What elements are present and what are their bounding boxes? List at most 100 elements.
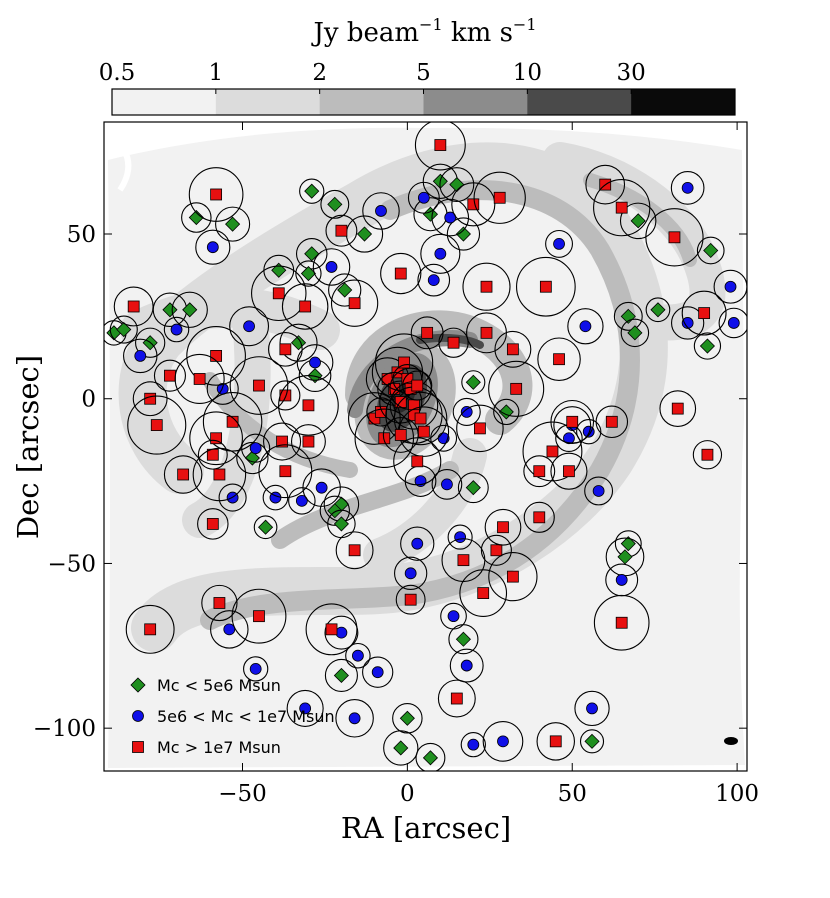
cloud-marker-square — [177, 468, 190, 481]
cloud-ring — [113, 286, 154, 327]
cloud-marker-circle — [586, 702, 598, 715]
colorbar-tick-label: 1 — [209, 60, 224, 86]
cloud-marker-square — [553, 353, 565, 366]
cloud-marker-square — [394, 267, 407, 280]
cloud-ring — [206, 372, 239, 405]
colorbar-segment — [112, 89, 217, 115]
cloud-ring — [461, 370, 486, 395]
x-tick-label: 50 — [558, 781, 587, 807]
cloud-ring — [186, 326, 246, 386]
cloud-ring — [197, 508, 229, 540]
cloud-ring — [345, 642, 371, 669]
cloud-marker-diamond — [630, 213, 646, 229]
cloud-ring — [295, 238, 328, 270]
cloud-marker-square — [398, 356, 410, 369]
cloud-marker-square — [279, 343, 292, 356]
cloud-ring — [305, 603, 358, 656]
cloud-ring — [516, 256, 576, 317]
cloud-ring — [189, 411, 243, 466]
cloud-marker-circle — [295, 494, 308, 507]
cloud-marker-circle — [417, 191, 430, 204]
colorbar-ticks: 0.5 1 2 5 10 30 — [99, 60, 646, 94]
cloud-marker-diamond — [182, 302, 198, 318]
cloud-ring — [488, 551, 538, 602]
cloud-ring — [135, 327, 166, 358]
cloud-ring — [480, 534, 512, 566]
cloud-ring — [324, 658, 358, 693]
colorbar-segment — [527, 89, 632, 115]
y-tick-label: 0 — [81, 387, 96, 413]
cloud-ring — [620, 318, 650, 348]
cloud-ring — [522, 421, 583, 482]
cloud-ring — [181, 202, 212, 233]
cloud-ring — [210, 610, 249, 649]
cloud-marker-square — [615, 616, 628, 629]
cloud-marker-square — [546, 445, 559, 458]
cloud-ring — [537, 337, 581, 381]
cloud-marker-square — [210, 188, 223, 201]
cloud-ring — [279, 323, 318, 362]
cloud-ring — [585, 164, 626, 205]
cloud-ring — [123, 338, 158, 374]
cloud-ring — [414, 122, 466, 171]
cloud-marker-circle — [411, 537, 424, 550]
cloud-marker-square — [150, 419, 163, 431]
cloud-marker-diamond — [703, 242, 719, 259]
cloud-ring — [163, 316, 190, 343]
colorbar-tick-label: 2 — [312, 60, 327, 86]
cloud-marker-square — [447, 336, 460, 349]
cloud-ring — [670, 306, 705, 340]
cloud-ring — [163, 455, 203, 494]
cloud-marker-diamond — [327, 196, 343, 212]
cloud-marker-square — [506, 570, 519, 583]
cloud-marker-square — [302, 399, 315, 412]
cloud-ring — [550, 399, 595, 444]
cloud-ring — [431, 198, 470, 237]
cloud-marker-diamond — [188, 209, 204, 226]
cloud-marker-circle — [404, 567, 417, 580]
cloud-marker-square — [411, 455, 424, 468]
cloud-ring — [473, 171, 526, 224]
cloud-marker-diamond — [337, 282, 353, 298]
colorbar-tick-label: 30 — [617, 60, 646, 86]
cloud-ring — [484, 508, 522, 546]
cloud-marker-circle — [615, 574, 628, 586]
cloud-marker-square — [566, 415, 579, 428]
legend-label: 5e6 < Mc < 1e7 Msun — [157, 707, 335, 726]
cloud-ring — [296, 344, 334, 381]
cloud-ring — [407, 181, 440, 214]
cloud-marker-square — [701, 448, 714, 461]
cloud-ring — [595, 405, 629, 439]
cloud-ring — [258, 444, 313, 499]
cloud-marker-circle — [375, 205, 387, 217]
cloud-marker-square — [348, 544, 361, 557]
cloud-ring — [681, 290, 727, 336]
cloud-ring — [229, 306, 270, 347]
cloud-ring — [288, 487, 316, 515]
cloud-ring — [439, 167, 475, 203]
cloud-marker-square — [493, 191, 506, 204]
cloud-marker-square — [539, 280, 552, 293]
plot-frame — [103, 121, 748, 772]
cloud-ring — [593, 594, 650, 651]
cloud-ring — [452, 397, 481, 426]
cloud-ring — [335, 531, 374, 570]
cloud-marker-circle — [243, 320, 255, 333]
cloud-ring — [400, 526, 435, 561]
cloud-marker-circle — [582, 425, 595, 438]
cloud-marker-square — [450, 692, 463, 705]
cloud-marker-diamond — [465, 480, 481, 496]
cloud-marker-square — [253, 379, 265, 392]
cloud-ring — [545, 229, 573, 258]
cloud-marker-diamond — [333, 667, 349, 684]
cloud-ring — [584, 476, 614, 506]
colorbar-tick-label: 0.5 — [99, 60, 136, 86]
colorbar-segment — [215, 89, 321, 115]
cloud-marker-square — [605, 415, 618, 428]
cloud-ring — [268, 331, 303, 367]
cloud-ring — [718, 307, 747, 339]
cloud-ring — [197, 439, 228, 470]
cloud-marker-diamond — [304, 183, 320, 199]
cloud-ring — [295, 260, 322, 287]
cloud-ring — [493, 398, 520, 426]
